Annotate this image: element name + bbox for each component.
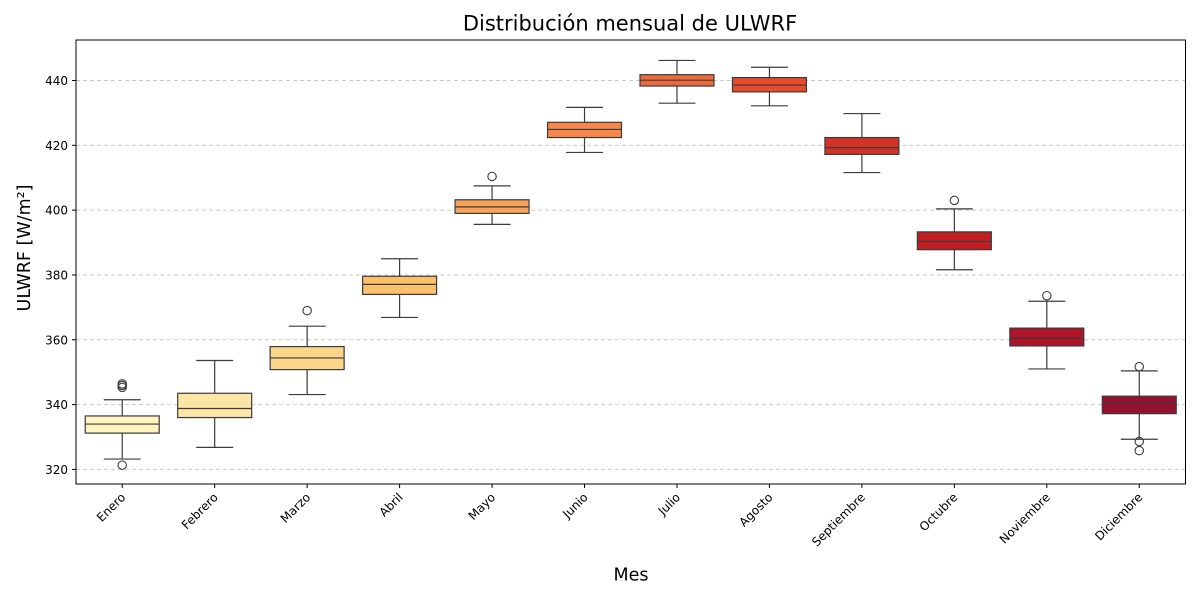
chart-title: Distribución mensual de ULWRF xyxy=(463,12,797,36)
box-marzo xyxy=(269,305,345,396)
x-tick-label: Octubre xyxy=(917,490,961,534)
y-tick-label: 360 xyxy=(45,333,68,347)
box-body xyxy=(824,136,900,156)
box-body xyxy=(177,392,253,419)
box-julio xyxy=(639,59,715,104)
box-febrero xyxy=(177,359,253,448)
y-ticks: 320 340 360 380 400 420 440 xyxy=(45,74,76,477)
plot-frame xyxy=(75,39,1186,485)
y-tick-label: 320 xyxy=(45,463,68,477)
outlier-point xyxy=(1134,361,1145,372)
x-tick-label: Noviembre xyxy=(997,490,1053,546)
x-tick-label: Septiembre xyxy=(809,490,868,549)
box-body xyxy=(916,231,992,251)
outlier-point xyxy=(1134,445,1145,456)
box-body xyxy=(1101,395,1177,415)
y-tick-label: 440 xyxy=(45,74,68,88)
y-tick-label: 380 xyxy=(45,268,68,282)
boxes xyxy=(84,59,1177,470)
box-abril xyxy=(362,258,438,319)
x-tick-label: Julio xyxy=(655,490,683,518)
box-septiembre xyxy=(824,112,900,174)
box-junio xyxy=(546,106,623,154)
x-tick-label: Abril xyxy=(376,490,405,519)
y-tick-label: 420 xyxy=(45,139,68,153)
x-tick-label: Marzo xyxy=(278,490,314,526)
outlier-point xyxy=(302,305,312,316)
box-agosto xyxy=(731,66,808,107)
x-tick-label: Mayo xyxy=(466,490,499,523)
box-mayo xyxy=(454,171,530,226)
x-tick-label: Agosto xyxy=(736,490,775,529)
box-body xyxy=(362,275,438,296)
x-tick-label: Febrero xyxy=(179,490,221,532)
x-axis-label: Mes xyxy=(614,566,649,586)
x-tick-label: Enero xyxy=(94,490,128,524)
x-tick-label: Junio xyxy=(559,490,590,521)
outlier-point xyxy=(1042,290,1052,301)
x-tick-label: Diciembre xyxy=(1092,490,1145,543)
grid-lines xyxy=(76,80,1186,470)
y-tick-label: 400 xyxy=(45,204,68,218)
box-enero xyxy=(84,379,160,470)
box-body xyxy=(1009,327,1085,347)
box-noviembre xyxy=(1009,290,1085,370)
outlier-point xyxy=(117,460,127,470)
outlier-point xyxy=(117,379,127,389)
box-diciembre xyxy=(1101,361,1177,456)
y-tick-label: 340 xyxy=(45,398,68,412)
outlier-point xyxy=(949,195,960,206)
outlier-point xyxy=(487,171,497,182)
box-octubre xyxy=(916,195,992,271)
outlier-point xyxy=(1134,436,1145,447)
x-ticks: Enero Febrero Marzo Abril Mayo Junio Julio Agos… xyxy=(94,484,1145,549)
y-axis-label: ULWRF [W/m²] xyxy=(15,185,35,312)
